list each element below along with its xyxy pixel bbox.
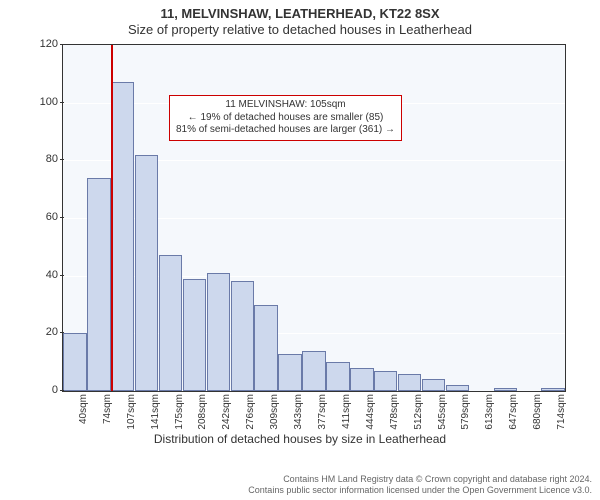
bar	[541, 388, 564, 391]
bar	[398, 374, 421, 391]
y-tick-label: 60	[8, 211, 58, 223]
y-tick-label: 120	[8, 38, 58, 50]
bar	[159, 255, 182, 391]
bar	[231, 281, 254, 391]
marker-line	[111, 45, 113, 391]
bar	[446, 385, 469, 391]
y-tick-label: 80	[8, 153, 58, 165]
bar	[302, 351, 325, 391]
bar	[111, 82, 134, 391]
bar	[183, 279, 206, 391]
footer: Contains HM Land Registry data © Crown c…	[8, 474, 592, 497]
bar	[135, 155, 158, 391]
footer-line1: Contains HM Land Registry data © Crown c…	[8, 474, 592, 485]
callout-box: 11 MELVINSHAW: 105sqm ← 19% of detached …	[169, 95, 402, 141]
y-tick-label: 40	[8, 269, 58, 281]
bar	[326, 362, 349, 391]
bar	[374, 371, 397, 391]
bar	[494, 388, 517, 391]
bar	[207, 273, 230, 391]
x-axis-label: Distribution of detached houses by size …	[0, 432, 600, 446]
callout-line3: 81% of semi-detached houses are larger (…	[176, 124, 395, 137]
footer-line2: Contains public sector information licen…	[8, 485, 592, 496]
figure-title-line1: 11, MELVINSHAW, LEATHERHEAD, KT22 8SX	[0, 6, 600, 21]
figure-title-line2: Size of property relative to detached ho…	[0, 22, 600, 37]
callout-line2: ← 19% of detached houses are smaller (85…	[176, 112, 395, 125]
bar	[422, 379, 445, 391]
y-tick-label: 20	[8, 326, 58, 338]
plot-area: 11 MELVINSHAW: 105sqm ← 19% of detached …	[62, 44, 566, 392]
callout-line1: 11 MELVINSHAW: 105sqm	[176, 99, 395, 112]
bar	[350, 368, 373, 391]
bar	[87, 178, 110, 391]
y-tick-label: 0	[8, 384, 58, 396]
y-tick-label: 100	[8, 96, 58, 108]
bar	[278, 354, 301, 391]
bar	[63, 333, 86, 391]
bar	[254, 305, 277, 392]
chart-figure: 11, MELVINSHAW, LEATHERHEAD, KT22 8SX Si…	[0, 0, 600, 500]
